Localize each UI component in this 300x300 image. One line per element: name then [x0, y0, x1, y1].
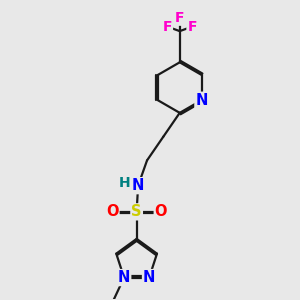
Text: N: N: [143, 270, 155, 285]
Text: N: N: [132, 178, 144, 193]
Text: O: O: [155, 204, 167, 219]
Text: F: F: [163, 20, 172, 34]
Text: F: F: [188, 20, 197, 34]
Text: F: F: [175, 11, 184, 25]
Text: O: O: [106, 204, 118, 219]
Text: N: N: [195, 93, 208, 108]
Text: N: N: [118, 270, 130, 285]
Text: H: H: [119, 176, 130, 190]
Text: S: S: [131, 204, 142, 219]
